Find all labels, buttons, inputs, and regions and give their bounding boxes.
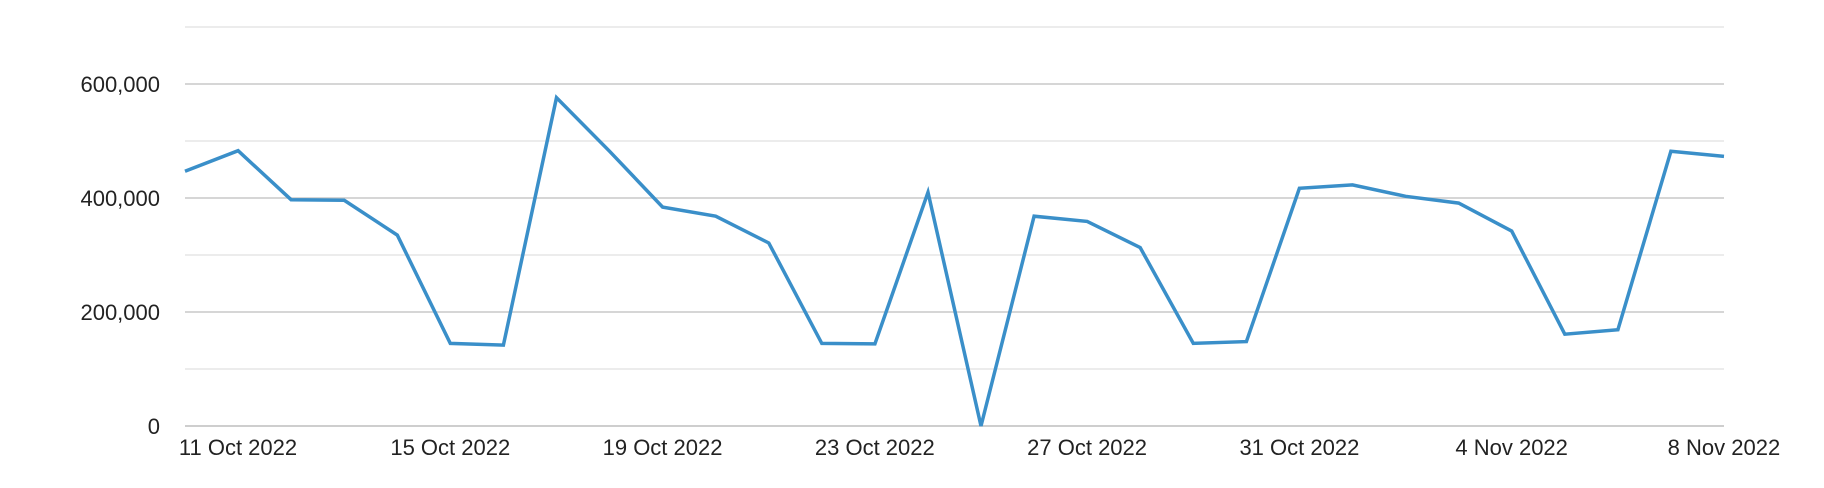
data-point (873, 342, 877, 346)
data-point (289, 198, 293, 202)
x-tick-label: 15 Oct 2022 (390, 435, 510, 460)
data-point (1722, 154, 1726, 158)
data-point (1404, 194, 1408, 198)
data-point (1138, 246, 1142, 250)
x-tick-label: 31 Oct 2022 (1239, 435, 1359, 460)
data-point (714, 214, 718, 218)
data-point (1032, 214, 1036, 218)
data-point (183, 169, 187, 173)
x-tick-label: 4 Nov 2022 (1455, 435, 1568, 460)
y-tick-label: 0 (148, 414, 160, 439)
x-tick-label: 27 Oct 2022 (1027, 435, 1147, 460)
data-point (1244, 340, 1248, 344)
data-point (1563, 332, 1567, 336)
data-point (926, 190, 930, 194)
data-point (448, 341, 452, 345)
data-point (1510, 229, 1514, 233)
series-line (184, 94, 1725, 427)
x-tick-label: 11 Oct 2022 (179, 435, 297, 460)
data-point (1616, 328, 1620, 332)
y-tick-label: 600,000 (80, 72, 160, 97)
data-point (1297, 186, 1301, 190)
data-point (1669, 149, 1673, 153)
data-point (501, 343, 505, 347)
data-point (608, 149, 612, 153)
data-point (661, 205, 665, 209)
y-tick-label: 200,000 (80, 300, 160, 325)
y-tick-label: 400,000 (80, 186, 160, 211)
data-point (395, 233, 399, 237)
x-tick-label: 19 Oct 2022 (603, 435, 723, 460)
data-point (554, 96, 558, 100)
y-axis-ticks: 0 200,000 400,000 600,000 (80, 72, 160, 439)
data-point (1457, 201, 1461, 205)
data-point (767, 241, 771, 245)
data-point (342, 198, 346, 202)
series-layer (183, 94, 1726, 428)
data-point (979, 424, 983, 428)
grid-layer (185, 26, 1724, 427)
x-tick-label: 8 Nov 2022 (1668, 435, 1781, 460)
data-point (236, 149, 240, 153)
data-point (1085, 219, 1089, 223)
x-tick-label: 23 Oct 2022 (815, 435, 935, 460)
x-axis-ticks: 11 Oct 2022 15 Oct 2022 19 Oct 2022 23 Oct … (179, 435, 1780, 460)
data-point (1191, 341, 1195, 345)
data-point (1351, 183, 1355, 187)
data-point (820, 341, 824, 345)
